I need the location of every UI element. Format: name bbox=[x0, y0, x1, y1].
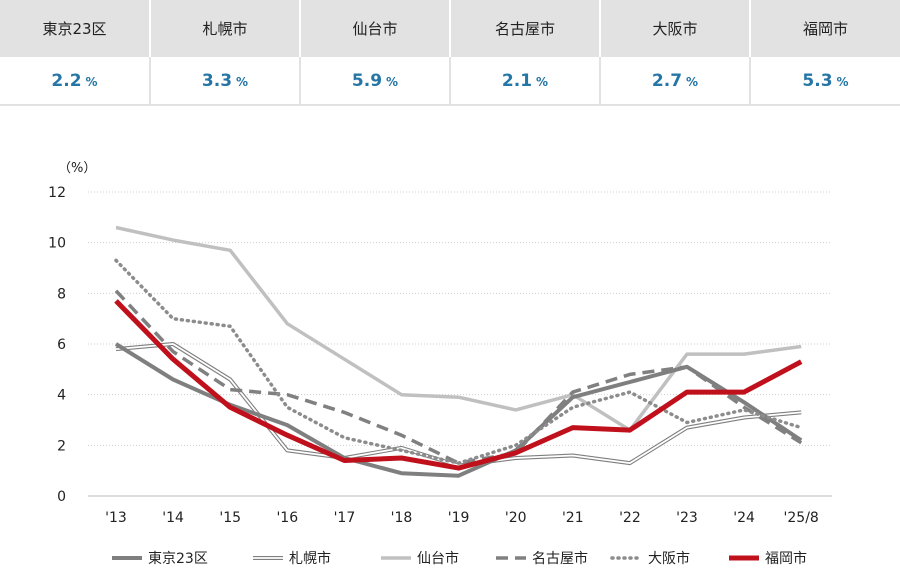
summary-rate: 2.2 bbox=[51, 70, 82, 91]
summary-city-name: 福岡市 bbox=[750, 0, 900, 57]
summary-rate: 5.3 bbox=[802, 70, 833, 91]
series-line bbox=[114, 289, 803, 465]
x-tick-label: '25/8 bbox=[784, 510, 819, 526]
x-tick-label: '22 bbox=[619, 510, 641, 526]
x-tick-label: '16 bbox=[276, 510, 298, 526]
summary-cell: 2.2% bbox=[0, 57, 151, 106]
y-tick-label: 6 bbox=[57, 337, 66, 353]
summary-cell: 2.1% bbox=[450, 57, 601, 106]
summary-rate: 2.7 bbox=[651, 70, 683, 91]
series-line bbox=[115, 225, 802, 432]
summary-cell: 3.3% bbox=[150, 57, 301, 106]
legend-label: 名古屋市 bbox=[532, 550, 588, 567]
legend-item: 札幌市 bbox=[253, 550, 331, 567]
legend-item: 名古屋市 bbox=[496, 550, 588, 567]
x-tick-label: '13 bbox=[105, 510, 127, 526]
line-chart: 0 2 4 6 8 10 12 '13 '14 '15 '16 '17 '18 '19 '20 '21 '22… bbox=[48, 161, 832, 526]
summary-rate: 5.9 bbox=[351, 70, 383, 91]
chart-grid bbox=[88, 191, 832, 497]
series-line bbox=[115, 342, 802, 468]
y-axis-label: （%） bbox=[58, 161, 96, 176]
chart-series bbox=[114, 225, 803, 478]
summary-unit: % bbox=[836, 74, 849, 89]
summary-city-name: 札幌市 bbox=[150, 0, 301, 57]
series-札幌市 bbox=[115, 342, 802, 468]
summary-city-name: 名古屋市 bbox=[450, 0, 601, 57]
summary-city-name: 東京23区 bbox=[0, 0, 151, 57]
summary-cell: 2.7% bbox=[600, 57, 751, 106]
legend-label: 札幌市 bbox=[289, 550, 331, 567]
series-line bbox=[115, 343, 802, 467]
x-tick-label: '23 bbox=[676, 510, 698, 526]
series-福岡市 bbox=[114, 299, 803, 471]
summary-rate: 2.1 bbox=[501, 70, 533, 91]
series-東京23区 bbox=[114, 342, 803, 478]
legend-item: 大阪市 bbox=[610, 550, 690, 567]
y-tick-label: 0 bbox=[57, 489, 66, 505]
summary-table: 東京23区 札幌市 仙台市 名古屋市 大阪市 福岡市 2.2% 3.3% 5.9… bbox=[0, 0, 900, 106]
y-tick-label: 4 bbox=[57, 388, 66, 404]
y-tick-label: 10 bbox=[48, 236, 66, 252]
y-tick-label: 2 bbox=[57, 438, 66, 454]
legend-item: 東京23区 bbox=[112, 551, 208, 567]
x-tick-label: '24 bbox=[733, 510, 755, 526]
summary-cell: 5.3% bbox=[750, 57, 900, 106]
series-line bbox=[114, 299, 803, 471]
x-tick-label: '15 bbox=[219, 510, 241, 526]
legend-label: 大阪市 bbox=[648, 550, 690, 567]
x-tick-label: '21 bbox=[562, 510, 584, 526]
summary-city-name: 仙台市 bbox=[300, 0, 451, 57]
summary-unit: % bbox=[236, 74, 249, 89]
x-tick-label: '14 bbox=[162, 510, 184, 526]
summary-unit: % bbox=[536, 74, 549, 89]
y-axis-ticks: 0 2 4 6 8 10 12 bbox=[48, 185, 66, 505]
series-名古屋市 bbox=[114, 289, 803, 465]
series-line bbox=[114, 258, 803, 465]
x-tick-label: '20 bbox=[505, 510, 527, 526]
summary-unit: % bbox=[686, 74, 699, 89]
legend-label: 福岡市 bbox=[765, 550, 807, 567]
series-line bbox=[114, 342, 803, 478]
chart-legend: 東京23区 札幌市 仙台市 名古屋市 大阪市 福岡市 bbox=[112, 550, 807, 567]
summary-rate: 3.3 bbox=[201, 70, 233, 91]
summary-cell: 5.9% bbox=[300, 57, 451, 106]
series-仙台市 bbox=[115, 225, 802, 432]
summary-header-row: 東京23区 札幌市 仙台市 名古屋市 大阪市 福岡市 bbox=[0, 0, 900, 57]
y-tick-label: 12 bbox=[48, 185, 66, 201]
x-axis-ticks: '13 '14 '15 '16 '17 '18 '19 '20 '21 '22 '23 '24 '25/… bbox=[105, 510, 819, 526]
summary-unit: % bbox=[386, 74, 399, 89]
legend-label: 仙台市 bbox=[417, 550, 459, 567]
x-tick-label: '19 bbox=[448, 510, 470, 526]
summary-city-name: 大阪市 bbox=[600, 0, 751, 57]
y-tick-label: 8 bbox=[57, 286, 66, 302]
legend-label: 東京23区 bbox=[148, 551, 208, 567]
summary-value-row: 2.2% 3.3% 5.9% 2.1% 2.7% 5.3% bbox=[0, 57, 900, 106]
series-大阪市 bbox=[114, 258, 803, 465]
summary-unit: % bbox=[85, 74, 98, 89]
legend-item: 仙台市 bbox=[381, 550, 459, 567]
legend-item: 福岡市 bbox=[729, 550, 807, 567]
x-tick-label: '17 bbox=[334, 510, 356, 526]
x-tick-label: '18 bbox=[391, 510, 413, 526]
